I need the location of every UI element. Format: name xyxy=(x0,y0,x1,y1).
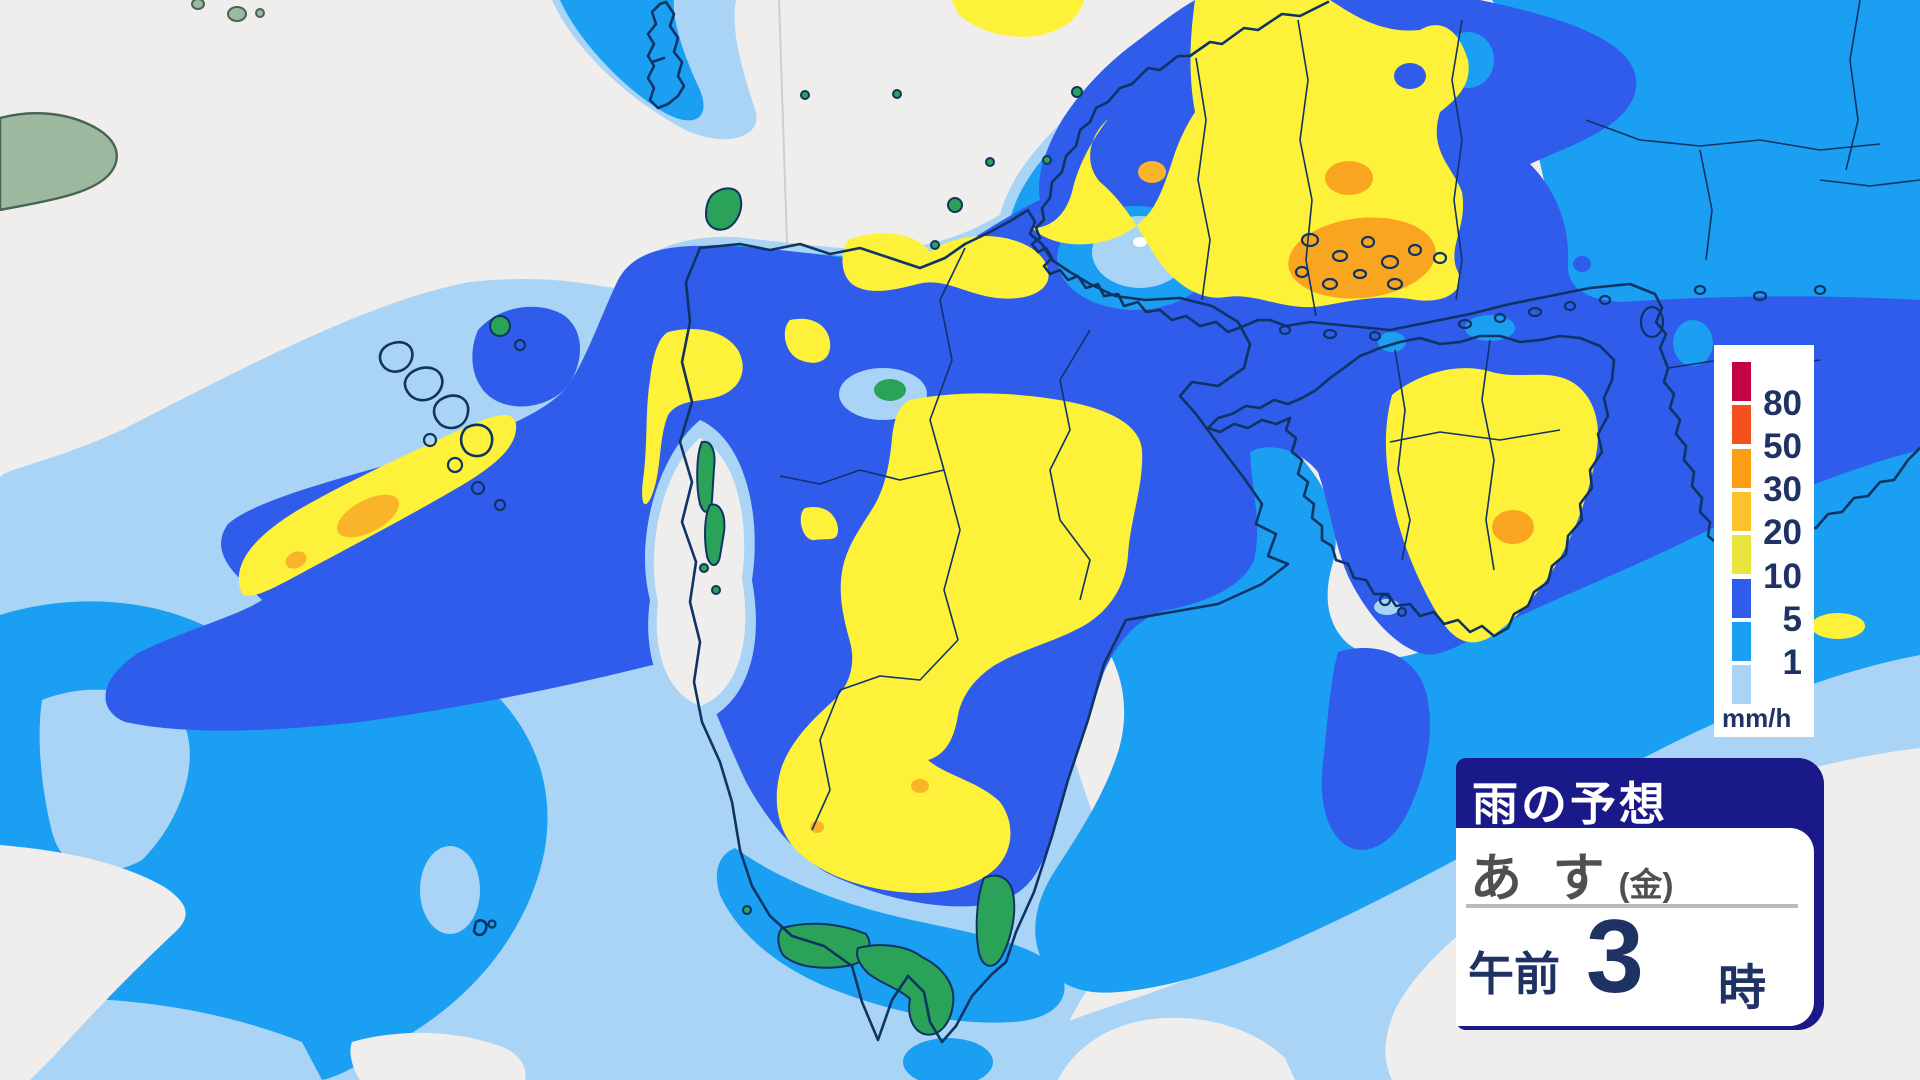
prefecture-borders xyxy=(779,0,1920,831)
legend-swatch-10 xyxy=(1732,535,1751,575)
precip-legend: 80 50 30 20 10 5 1 mm/h xyxy=(1714,345,1814,737)
legend-label-1: 1 xyxy=(1782,643,1802,682)
legend-label-5: 5 xyxy=(1782,600,1802,639)
legend-swatch-trace xyxy=(1732,665,1751,705)
forecast-hour-unit: 時 xyxy=(1718,962,1767,1015)
legend-label-20: 20 xyxy=(1763,513,1802,552)
legend-swatch-1 xyxy=(1732,621,1751,661)
forecast-panel-title: 雨の予想 xyxy=(1472,778,1668,830)
forecast-panel-body: あ す (金) 午前 3 時 xyxy=(1456,828,1814,1026)
out-of-area-land xyxy=(0,0,265,212)
forecast-day-row: あ す (金) xyxy=(1470,836,1673,911)
legend-swatch-5 xyxy=(1732,578,1751,618)
legend-swatch-30 xyxy=(1732,448,1751,488)
rain-downpour-areas xyxy=(285,63,1534,833)
panel-divider xyxy=(1466,904,1798,908)
legend-label-80: 80 xyxy=(1763,384,1802,423)
legend-swatch-20 xyxy=(1732,491,1751,531)
legend-label-30: 30 xyxy=(1763,470,1802,509)
legend-unit-label: mm/h xyxy=(1722,703,1792,733)
forecast-period-label: 午前 xyxy=(1468,948,1560,1000)
forecast-weekday-label: (金) xyxy=(1618,866,1674,903)
legend-swatch-80plus xyxy=(1732,362,1751,401)
legend-label-50: 50 xyxy=(1763,427,1802,466)
forecast-panel: 雨の予想 あ す (金) 午前 3 時 xyxy=(1456,758,1824,1030)
forecast-time-row: 午前 3 時 xyxy=(1468,899,1808,1022)
rain-intense-areas xyxy=(238,0,1865,893)
forecast-hour-value: 3 xyxy=(1586,899,1644,1015)
legend-swatch-50 xyxy=(1732,405,1751,445)
forecast-day-label: あ す xyxy=(1470,850,1613,908)
legend-label-10: 10 xyxy=(1763,557,1802,596)
